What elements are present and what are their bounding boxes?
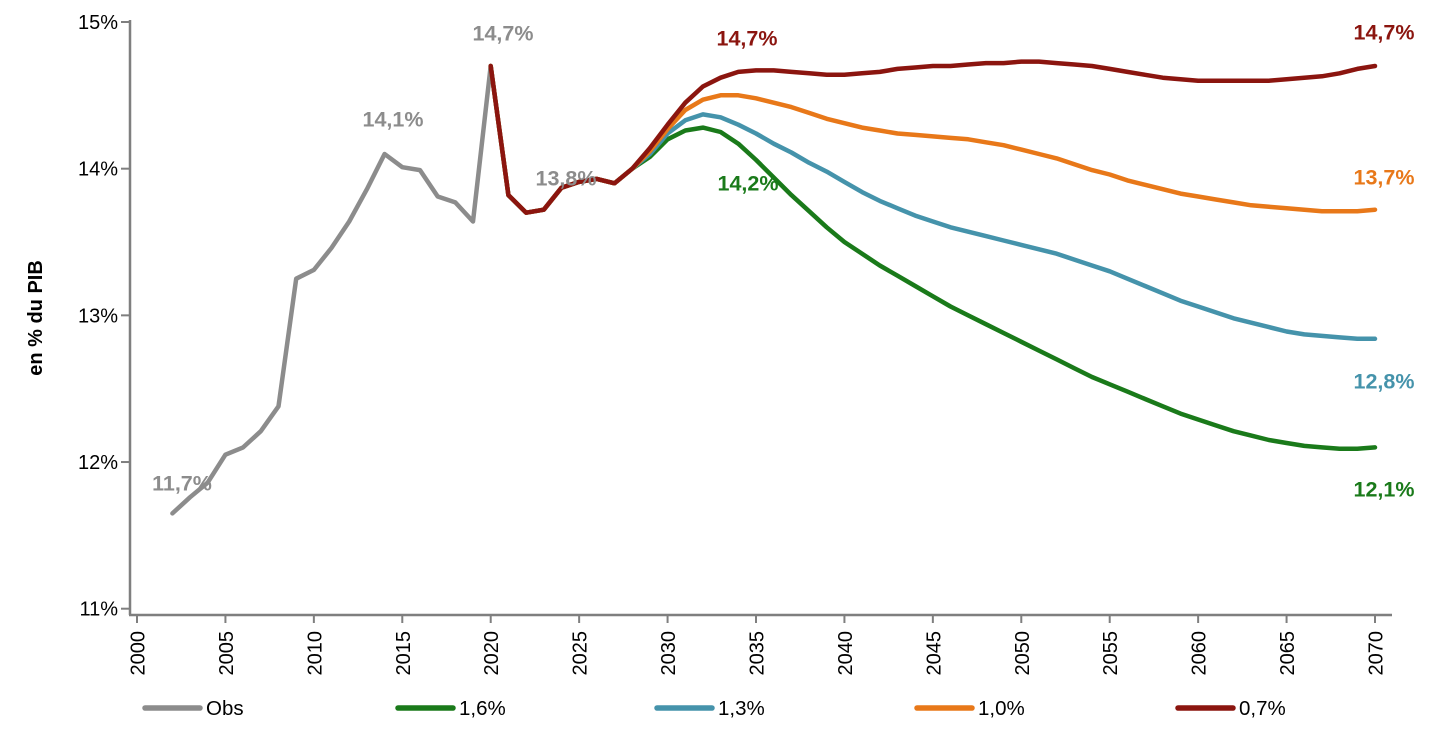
x-tick-label: 2025: [570, 631, 592, 676]
legend-label-s10: 1,0%: [978, 697, 1025, 720]
legend-item-s13: 1,3%: [654, 697, 765, 720]
x-tick-label: 2005: [216, 631, 238, 676]
series-line-s16: [488, 63, 1378, 452]
x-tick-label: 2070: [1365, 631, 1387, 676]
data-label: 12,8%: [1354, 370, 1415, 394]
legend-item-obs: Obs: [142, 697, 244, 720]
series-line-s10: [488, 63, 1378, 215]
data-label: 14,2%: [718, 172, 779, 196]
data-label: 14,7%: [1354, 21, 1415, 45]
x-tick-label: 2065: [1277, 631, 1299, 676]
y-tick-label: 12%: [78, 452, 118, 474]
y-tick-label: 14%: [78, 159, 118, 181]
y-tick-label: 11%: [79, 599, 118, 621]
series-line-obs: [170, 63, 493, 516]
x-tick-label: 2000: [128, 631, 150, 676]
legend-label-obs: Obs: [206, 697, 244, 720]
y-axis-title: en % du PIB: [25, 260, 47, 376]
x-tick-label: 2020: [481, 631, 503, 676]
x-tick-label: 2050: [1012, 631, 1034, 676]
x-tick-label: 2040: [835, 631, 857, 676]
data-label: 11,7%: [152, 472, 212, 496]
x-tick-label: 2060: [1189, 631, 1211, 676]
data-labels: 11,7% 14,1% 14,7% 13,8% 14,7% 14,2% 14,7% 13,7%…: [152, 21, 1414, 502]
x-tick-label: 2010: [304, 631, 326, 676]
data-label: 14,7%: [473, 22, 534, 46]
legend-label-s07: 0,7%: [1239, 697, 1286, 720]
legend-item-s07: 0,7%: [1175, 697, 1286, 720]
x-tick-label: 2035: [746, 631, 768, 676]
data-label: 14,1%: [363, 108, 424, 132]
legend-item-s10: 1,0%: [914, 697, 1025, 720]
y-tick-label: 15%: [78, 12, 118, 34]
x-tick-label: 2045: [923, 631, 945, 676]
data-label: 13,8%: [536, 167, 597, 191]
x-tick-label: 2015: [393, 631, 415, 676]
legend-item-s16: 1,6%: [395, 697, 506, 720]
legend-label-s16: 1,6%: [459, 697, 506, 720]
series-line-s07: [488, 59, 1378, 215]
data-label: 14,7%: [717, 27, 778, 51]
x-tick-label: 2055: [1100, 631, 1122, 676]
y-tick-label: 13%: [78, 305, 118, 327]
legend: Obs 1,6% 1,3% 1,0% 0,7%: [142, 697, 1286, 720]
legend-label-s13: 1,3%: [718, 697, 765, 720]
series-lines: [170, 59, 1378, 516]
data-label: 13,7%: [1354, 166, 1415, 190]
x-tick-label: 2030: [658, 631, 680, 676]
data-label: 12,1%: [1354, 478, 1415, 502]
axes: 15% 14% 13% 12% 11% 2000 2005 2010 2015 2020 2025 2…: [78, 12, 1392, 676]
